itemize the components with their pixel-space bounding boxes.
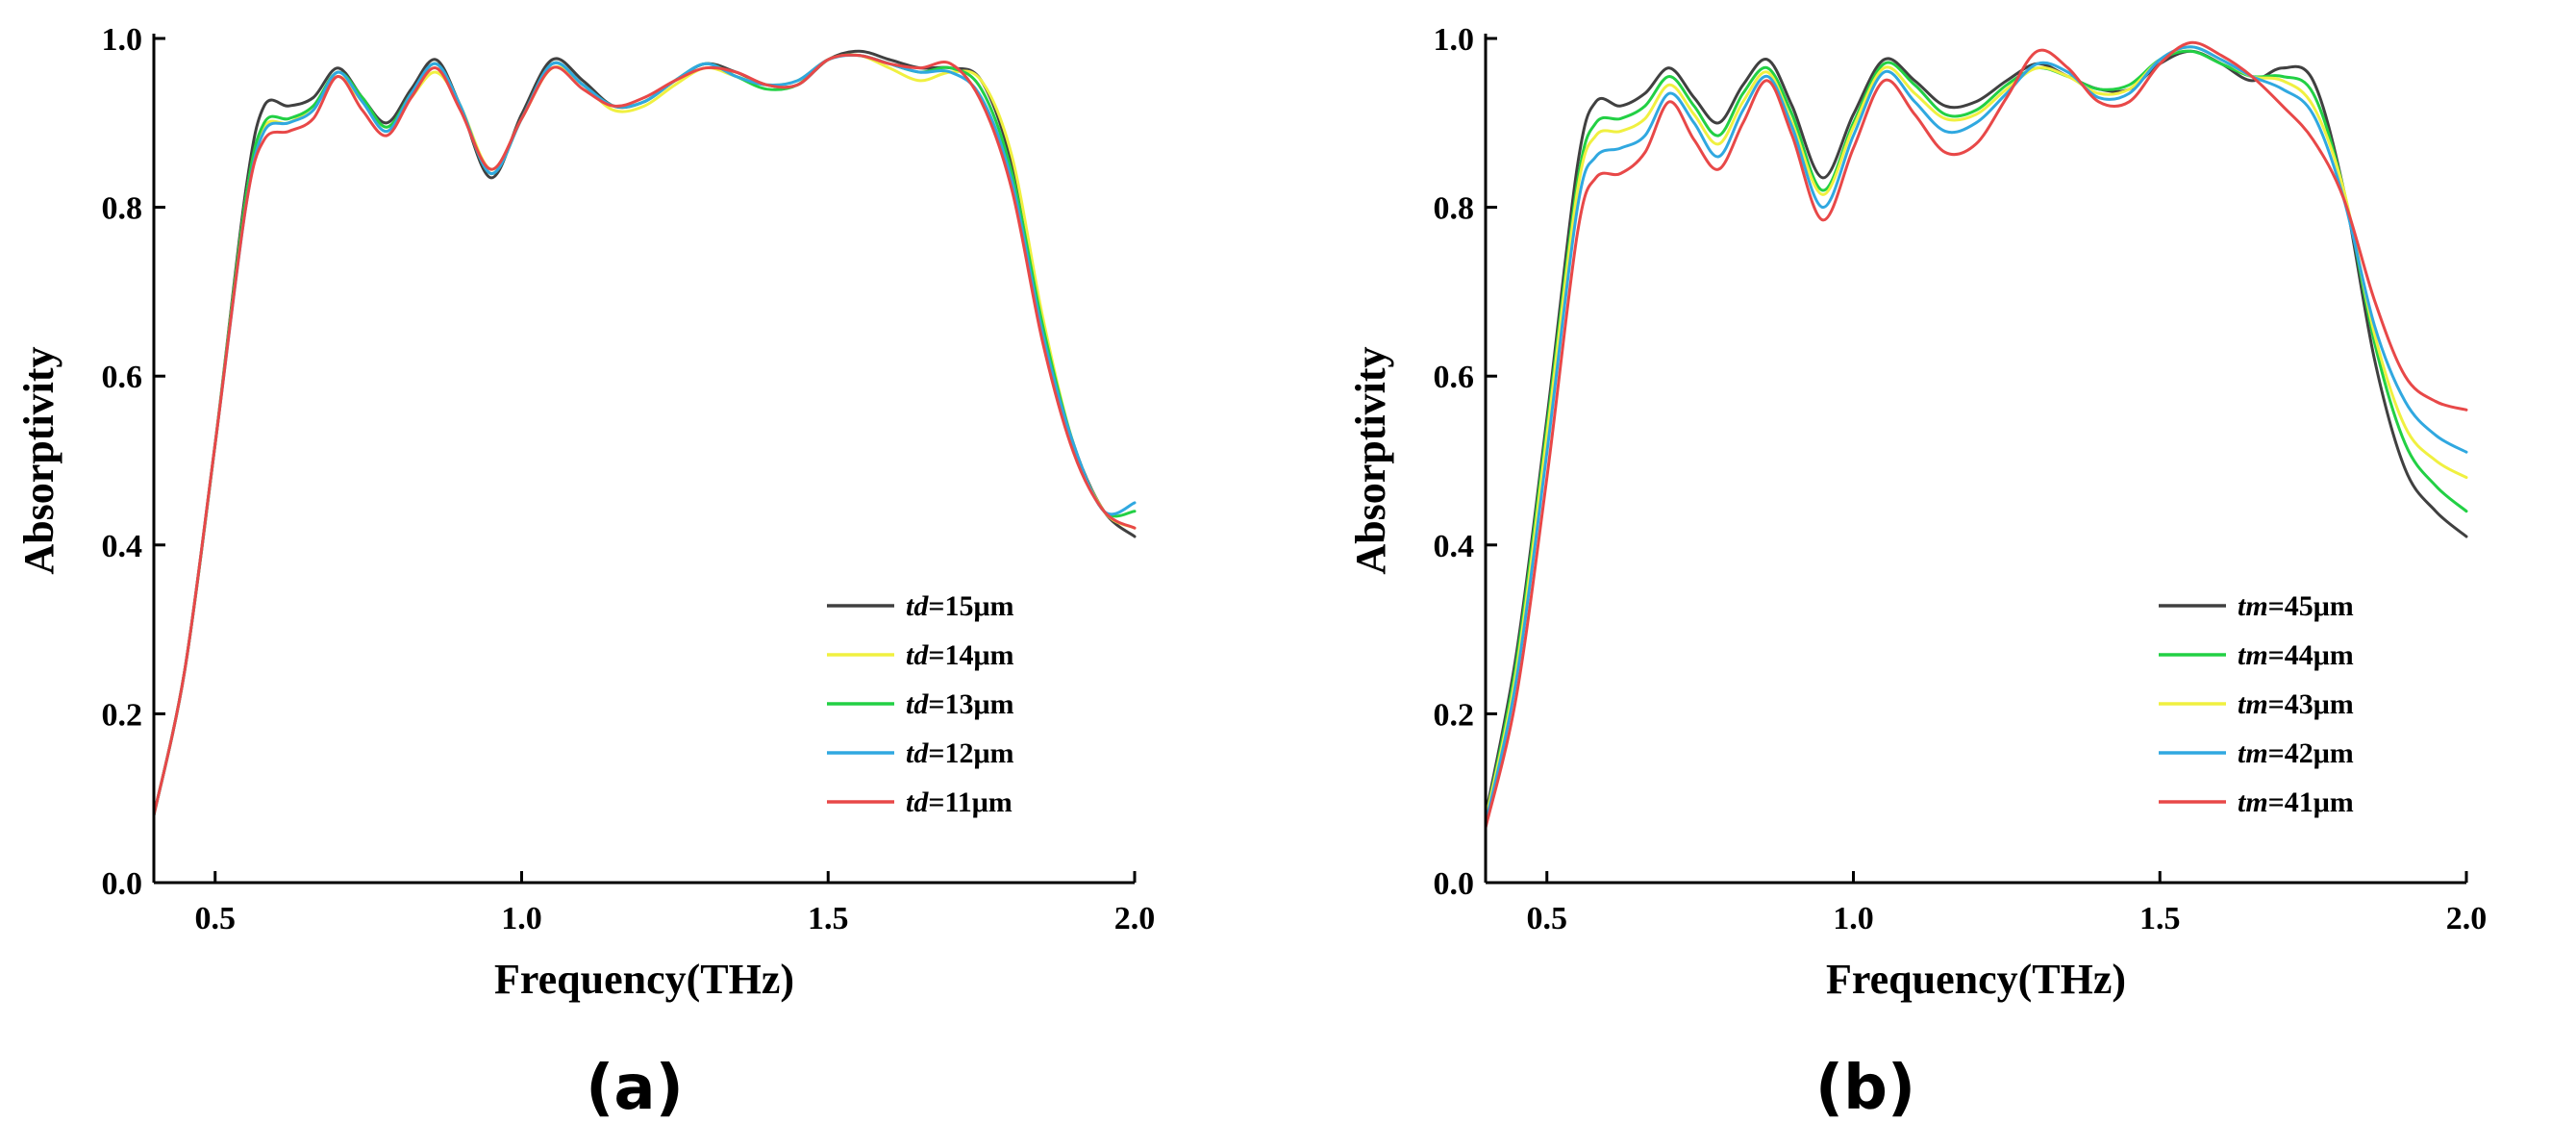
chart-panel-a: 0.5 1.0 1.5 2.0 0.0 0.2 0.4 0.6 0.8 1.0 Frequency(… bbox=[0, 0, 1279, 1148]
legend-label: td=15μm bbox=[906, 590, 1013, 622]
x-axis-title: Frequency(THz) bbox=[1826, 956, 2126, 1003]
panel-label-a: (a) bbox=[586, 1053, 684, 1124]
x-axis-title: Frequency(THz) bbox=[494, 956, 794, 1003]
y-tick-label: 0.4 bbox=[1434, 529, 1475, 564]
legend-label: tm=42μm bbox=[2238, 737, 2354, 769]
series-line-tm-3 bbox=[1484, 45, 2468, 825]
series-line-td-4 bbox=[152, 53, 1137, 817]
absorptivity-chart-b: 0.5 1.0 1.5 2.0 0.0 0.2 0.4 0.6 0.8 1.0 Frequency(… bbox=[1347, 22, 2488, 1003]
legend-label: tm=45μm bbox=[2238, 590, 2354, 622]
series-group bbox=[152, 49, 1137, 817]
y-tick-label: 1.0 bbox=[102, 22, 143, 58]
y-axis-title: Absorptivity bbox=[1347, 346, 1394, 574]
x-tick-label: 2.0 bbox=[1114, 901, 1156, 936]
legend-label: td=13μm bbox=[906, 688, 1013, 720]
y-tick-label: 1.0 bbox=[1434, 22, 1475, 58]
legend: td=15μm td=14μm td=13μm td=12μm td=11μm bbox=[827, 590, 1013, 818]
y-tick-label: 0.6 bbox=[1434, 360, 1475, 395]
y-tick-label: 0.8 bbox=[1434, 191, 1475, 227]
legend-label: td=11μm bbox=[906, 786, 1013, 818]
y-tick-label: 0.8 bbox=[102, 191, 143, 227]
series-line-tm-4 bbox=[1484, 40, 2468, 830]
series-line-tm-2 bbox=[1484, 45, 2468, 821]
x-tick-label: 0.5 bbox=[195, 901, 237, 936]
y-tick-label: 0.4 bbox=[102, 529, 143, 564]
chart-panel-b: 0.5 1.0 1.5 2.0 0.0 0.2 0.4 0.6 0.8 1.0 Frequency(… bbox=[1288, 0, 2567, 1148]
x-tick-label: 1.0 bbox=[501, 901, 542, 936]
legend-label: tm=44μm bbox=[2238, 639, 2354, 671]
series-group bbox=[1484, 40, 2468, 830]
absorptivity-chart-a: 0.5 1.0 1.5 2.0 0.0 0.2 0.4 0.6 0.8 1.0 Frequency(… bbox=[15, 22, 1156, 1003]
x-tick-label: 1.5 bbox=[2139, 901, 2181, 936]
y-tick-label: 0.6 bbox=[102, 360, 143, 395]
y-tick-label: 0.2 bbox=[102, 697, 143, 733]
y-axis-title: Absorptivity bbox=[15, 346, 63, 574]
y-tick-label: 0.0 bbox=[102, 866, 143, 902]
x-tick-label: 1.5 bbox=[808, 901, 849, 936]
legend: tm=45μm tm=44μm tm=43μm tm=42μm tm=41μm bbox=[2159, 590, 2354, 818]
y-tick-label: 0.0 bbox=[1434, 866, 1475, 902]
legend-label: td=12μm bbox=[906, 737, 1013, 769]
y-tick-label: 0.2 bbox=[1434, 697, 1475, 733]
series-line-tm-1 bbox=[1484, 49, 2468, 821]
legend-label: td=14μm bbox=[906, 639, 1013, 671]
legend-label: tm=43μm bbox=[2238, 688, 2354, 720]
legend-label: tm=41μm bbox=[2238, 786, 2354, 818]
x-tick-label: 2.0 bbox=[2446, 901, 2488, 936]
x-tick-label: 1.0 bbox=[1833, 901, 1874, 936]
x-tick-label: 0.5 bbox=[1527, 901, 1568, 936]
series-line-tm-0 bbox=[1484, 49, 2468, 817]
panel-label-b: (b) bbox=[1814, 1053, 1916, 1124]
